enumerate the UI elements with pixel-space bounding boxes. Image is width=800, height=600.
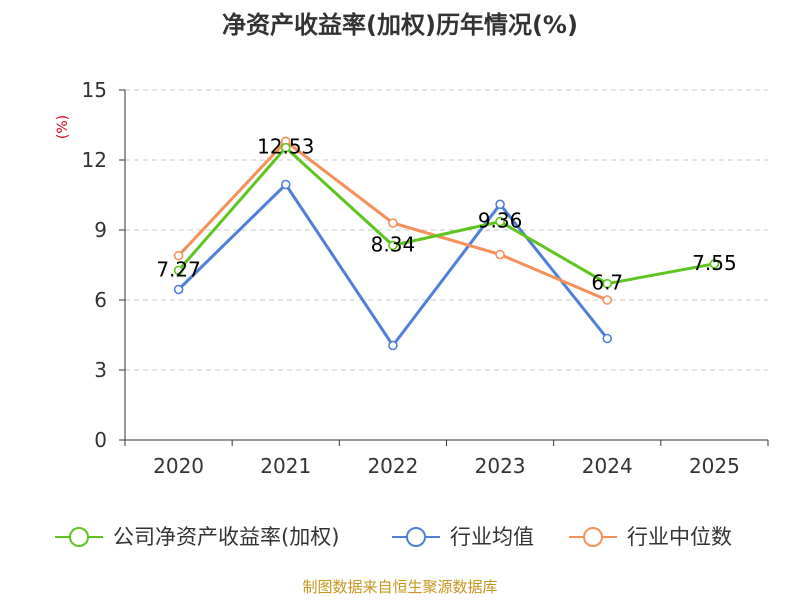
data-label: 9.36	[478, 209, 523, 233]
legend-marker	[406, 527, 426, 547]
series-1-point	[173, 284, 184, 295]
data-label: 6.7	[591, 271, 623, 295]
x-tick-label: 2022	[367, 454, 418, 478]
x-tick-label: 2021	[260, 454, 311, 478]
series-2-point	[602, 295, 613, 305]
series-0-point	[173, 265, 184, 276]
legend-item[interactable]: 行业均值	[392, 525, 534, 549]
y-tick-label: 15	[82, 78, 107, 102]
legend-item[interactable]: 公司净资产收益率(加权)	[55, 525, 339, 549]
axes	[124, 90, 769, 446]
y-tick-labels: 0 3 6 9 12 15	[82, 78, 107, 452]
series-group	[173, 136, 720, 351]
data-labels: 7.27 12.53 8.34 9.36 6.7 7.55	[156, 135, 736, 295]
series-0-point	[280, 142, 291, 153]
y-tick-label: 3	[94, 358, 107, 382]
legend-marker	[69, 527, 89, 547]
series-0-point	[495, 216, 505, 227]
series-line-1	[177, 183, 609, 347]
series-1-point	[602, 333, 613, 344]
y-tick-label: 0	[94, 428, 107, 452]
legend-label: 行业中位数	[627, 525, 732, 549]
x-tick-label: 2020	[153, 454, 204, 478]
series-0-point	[388, 240, 398, 251]
legend: 公司净资产收益率(加权) 行业均值 行业中位数	[55, 525, 732, 549]
data-label: 8.34	[371, 232, 416, 256]
y-tick-label: 12	[82, 148, 107, 172]
legend-marker	[583, 527, 603, 547]
x-tick-label: 2023	[475, 454, 526, 478]
grid-lines	[119, 89, 768, 441]
series-1-point	[495, 199, 505, 210]
legend-item[interactable]: 行业中位数	[569, 525, 732, 549]
chart-title: 净资产收益率(加权)历年情况(%)	[222, 11, 578, 39]
series-0-point	[709, 259, 720, 269]
series-line-0	[177, 146, 715, 286]
source-note: 制图数据来自恒生聚源数据库	[302, 578, 497, 596]
legend-label: 公司净资产收益率(加权)	[113, 525, 339, 549]
legend-label: 行业均值	[450, 525, 534, 549]
series-2-point	[173, 250, 184, 261]
y-tick-label: 6	[94, 288, 107, 312]
x-tick-labels: 2020 2021 2022 2023 2024 2025	[153, 454, 740, 478]
series-1-point	[280, 179, 291, 190]
series-1-point	[388, 340, 398, 351]
data-label: 12.53	[257, 135, 314, 159]
series-2-point	[388, 218, 398, 228]
x-tick-label: 2024	[582, 454, 633, 478]
x-tick-label: 2025	[689, 454, 740, 478]
data-label: 7.27	[156, 257, 201, 281]
series-2-point	[495, 249, 505, 260]
y-axis-unit: (%)	[55, 115, 71, 139]
y-tick-label: 9	[94, 218, 107, 242]
data-label: 7.55	[692, 251, 737, 275]
series-0-point	[602, 278, 613, 289]
